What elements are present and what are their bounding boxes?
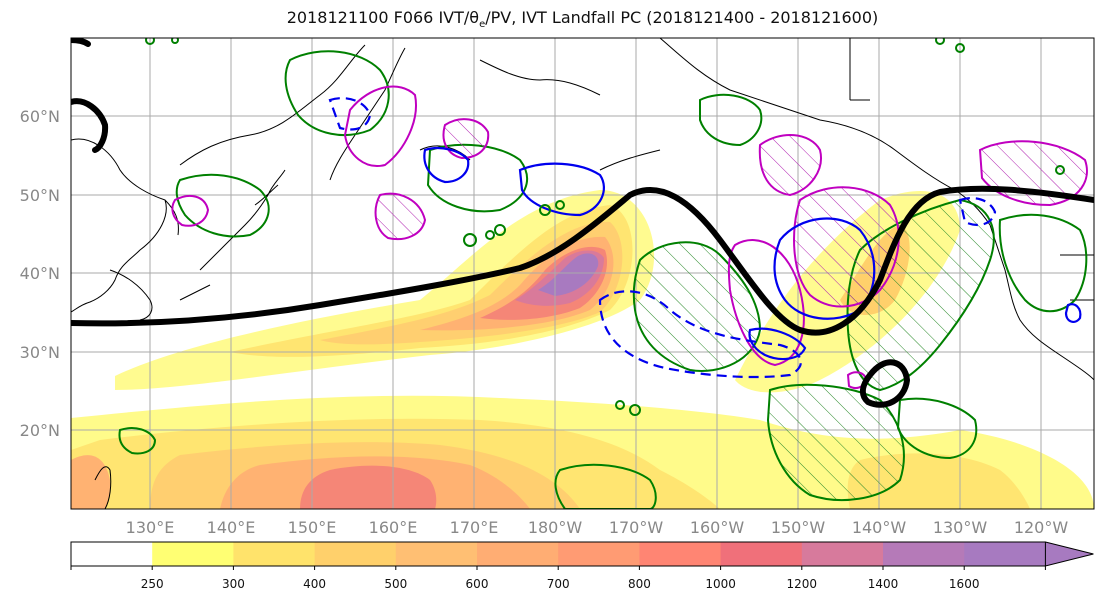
lon-label-150e: 150°E bbox=[288, 518, 337, 537]
colorbar-swatch bbox=[883, 542, 965, 566]
lat-label-60n: 60°N bbox=[20, 107, 60, 126]
title-prefix: 2018121100 F066 IVT/θ bbox=[286, 8, 480, 27]
ivt-band-1400 bbox=[538, 253, 599, 296]
magenta-region-sea bbox=[171, 194, 210, 227]
colorbar-tick-label: 300 bbox=[222, 577, 245, 591]
colorbar-tick-label: 800 bbox=[628, 577, 651, 591]
colorbar-swatch bbox=[395, 542, 478, 566]
green-region-west bbox=[118, 427, 157, 455]
lon-label-140e: 140°E bbox=[207, 518, 256, 537]
jet-line-main bbox=[71, 185, 1094, 336]
blue-contour-small-east bbox=[1064, 303, 1082, 323]
lat-label-30n: 30°N bbox=[20, 343, 60, 362]
colorbar-tick-label: 1400 bbox=[868, 577, 899, 591]
green-region-south bbox=[766, 383, 905, 501]
colorbar-tick-label: 1200 bbox=[787, 577, 818, 591]
blue-contour-okhotsk bbox=[423, 146, 470, 184]
coastline-north-america bbox=[849, 38, 1094, 381]
colorbar-extend-arrow bbox=[1044, 541, 1094, 567]
green-region-far-east bbox=[896, 397, 978, 460]
coastline-philippines bbox=[94, 466, 112, 509]
title-subscript: e bbox=[479, 19, 486, 31]
blue-contour-dashed-south bbox=[598, 290, 802, 379]
ivt-band-south-700 bbox=[300, 465, 437, 509]
black-jet-line bbox=[71, 38, 1094, 408]
lon-label-160e: 160°E bbox=[369, 518, 418, 537]
colorbar-tick-label: 400 bbox=[303, 577, 326, 591]
green-region-north bbox=[284, 50, 390, 136]
green-region-northwest bbox=[175, 173, 270, 238]
lon-label-140w: 140°W bbox=[852, 518, 907, 537]
green-region-southwest bbox=[554, 463, 657, 509]
jet-line-northwest bbox=[71, 98, 109, 153]
colorbar-swatch bbox=[558, 542, 640, 566]
blue-contour-gulf bbox=[518, 162, 606, 217]
colorbar-swatch bbox=[233, 542, 316, 566]
blue-contour-small-south bbox=[748, 327, 807, 361]
magenta-region-ne-pacific bbox=[793, 186, 900, 308]
colorbar-swatch bbox=[477, 542, 559, 566]
magenta-region-kurils bbox=[374, 192, 427, 240]
jet-line-cutoff bbox=[860, 359, 911, 408]
title-suffix: /PV, IVT Landfall PC (2018121400 - 20181… bbox=[485, 8, 879, 27]
map-area bbox=[71, 38, 1094, 509]
colorbar-tick-label: 500 bbox=[384, 577, 407, 591]
colorbar: 250 300 400 500 600 700 800 1000 1200 1400 1600 bbox=[70, 541, 1094, 591]
ivt-band-southwest-300 bbox=[71, 455, 111, 509]
colorbar-swatch bbox=[71, 542, 153, 566]
lat-label-40n: 40°N bbox=[20, 264, 60, 283]
colorbar-swatch bbox=[152, 542, 234, 566]
colorbar-tick-label: 250 bbox=[141, 577, 164, 591]
lon-label-130w: 130°W bbox=[933, 518, 988, 537]
coastline-asia bbox=[71, 44, 366, 321]
green-region-alaska bbox=[699, 93, 763, 147]
colorbar-swatch bbox=[801, 542, 884, 566]
lon-label-130e: 130°E bbox=[126, 518, 175, 537]
lat-label-50n: 50°N bbox=[20, 186, 60, 205]
latitude-labels: 60°N 50°N 40°N 30°N 20°N bbox=[20, 107, 60, 440]
lon-label-170w: 170°W bbox=[609, 518, 664, 537]
magenta-contours bbox=[171, 85, 1088, 389]
longitude-labels: 130°E 140°E 150°E 160°E 170°E 180°W 170°… bbox=[126, 518, 1069, 537]
coastlines bbox=[71, 38, 1094, 509]
blue-contour-dashed-east bbox=[958, 196, 997, 227]
colorbar-tick-label: 700 bbox=[547, 577, 570, 591]
colorbar-tick-label: 1000 bbox=[705, 577, 736, 591]
colorbar-swatch bbox=[720, 542, 803, 566]
colorbar-swatch bbox=[964, 542, 1046, 566]
ivt-band-250 bbox=[115, 190, 655, 390]
jet-line-corner bbox=[71, 38, 91, 47]
colorbar-swatch bbox=[639, 542, 722, 566]
green-small-contours bbox=[145, 38, 1065, 416]
lat-label-20n: 20°N bbox=[20, 421, 60, 440]
lon-label-120w: 120°W bbox=[1014, 518, 1069, 537]
blue-contours bbox=[328, 97, 1082, 379]
colorbar-tick-label: 600 bbox=[466, 577, 489, 591]
magenta-region-north bbox=[343, 85, 417, 167]
colorbar-tick-label: 1600 bbox=[949, 577, 980, 591]
green-region-right bbox=[998, 213, 1088, 313]
chart-title: 2018121100 F066 IVT/θe/PV, IVT Landfall … bbox=[0, 8, 1105, 30]
coastline-japan bbox=[179, 169, 286, 301]
map-frame bbox=[70, 37, 1095, 510]
colorbar-swatch bbox=[314, 542, 397, 566]
lon-label-180w: 180°W bbox=[528, 518, 583, 537]
lon-label-170e: 170°E bbox=[450, 518, 499, 537]
lon-label-150w: 150°W bbox=[771, 518, 826, 537]
magenta-region-bering bbox=[442, 118, 490, 160]
magenta-region-alaska bbox=[758, 133, 822, 197]
lon-label-160w: 160°W bbox=[690, 518, 745, 537]
magenta-region-east-trough bbox=[727, 239, 805, 367]
